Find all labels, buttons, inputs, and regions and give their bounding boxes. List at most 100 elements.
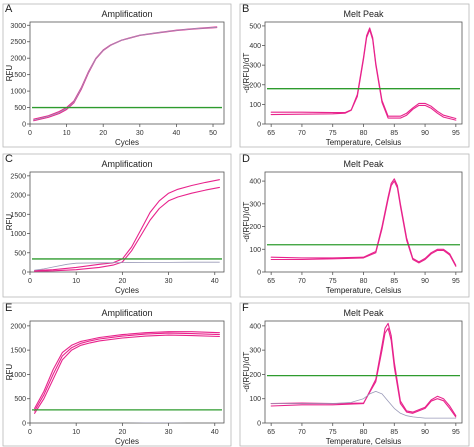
x-tick-label: 70 — [298, 429, 306, 436]
x-tick-label: 50 — [209, 130, 217, 137]
x-axis-label: Temperature, Celsius — [326, 286, 402, 295]
x-tick-label: 80 — [360, 429, 368, 436]
series-line-2 — [270, 27, 457, 120]
x-tick-label: 75 — [329, 278, 337, 285]
y-tick-label: 300 — [249, 201, 261, 208]
y-tick-label: 0 — [22, 270, 26, 277]
plot-marks — [32, 331, 222, 423]
x-tick-label: 80 — [360, 278, 368, 285]
y-tick-label: 0 — [257, 122, 261, 129]
y-tick-label: 1000 — [10, 372, 26, 379]
plot-area — [29, 171, 225, 273]
y-tick-label: 300 — [249, 348, 261, 355]
x-tick-label: 20 — [99, 130, 107, 137]
y-axis-label: RFU — [5, 65, 14, 82]
x-tick-label: 95 — [452, 278, 460, 285]
y-tick-label: 200 — [249, 372, 261, 379]
x-tick-label: 30 — [165, 429, 173, 436]
panel-label: A — [5, 3, 13, 15]
y-tick-label: 1500 — [10, 348, 26, 355]
y-tick-label: 400 — [249, 179, 261, 186]
chart-title: Amplification — [101, 308, 152, 318]
x-tick-label: 40 — [173, 130, 181, 137]
x-tick-label: 30 — [136, 130, 144, 137]
x-tick-label: 80 — [360, 130, 368, 137]
plot-area — [264, 320, 463, 424]
y-tick-label: 3000 — [10, 23, 26, 30]
y-axis-label: -d(RFU)/dT — [242, 352, 251, 393]
panel-c: C Amplification 0 10 20 30 40 0 500 1000 1500 2000 2… — [2, 153, 232, 298]
x-tick-label: 75 — [329, 130, 337, 137]
x-tick-label: 65 — [267, 429, 275, 436]
panel-label: C — [5, 153, 13, 165]
y-tick-label: 200 — [249, 224, 261, 231]
y-axis-label: RFU — [5, 364, 14, 381]
x-axis-label: Cycles — [115, 437, 139, 446]
plot-marks — [267, 322, 460, 419]
series-line-2 — [270, 180, 457, 267]
x-tick-label: 70 — [298, 278, 306, 285]
y-tick-label: 500 — [249, 23, 261, 30]
x-tick-label: 90 — [421, 278, 429, 285]
y-tick-label: 0 — [22, 421, 26, 428]
x-tick-label: 0 — [28, 130, 32, 137]
y-tick-label: 500 — [14, 250, 26, 257]
x-tick-label: 10 — [63, 130, 71, 137]
y-axis-label: -d(RFU)/dT — [242, 202, 251, 243]
plot-marks — [267, 27, 460, 121]
panel-d: D Melt Peak 65 70 75 80 85 90 95 0 100 200 300 400 Tem… — [239, 153, 470, 298]
plot-marks — [267, 178, 460, 267]
chart-title: Amplification — [101, 9, 152, 19]
panel-label: E — [5, 302, 12, 314]
panel-label: D — [242, 153, 250, 165]
x-tick-label: 85 — [390, 130, 398, 137]
chart-title: Melt Peak — [343, 9, 384, 19]
y-tick-label: 0 — [257, 270, 261, 277]
series-line-1 — [34, 179, 220, 272]
series-line-2 — [34, 332, 220, 412]
plot-area — [29, 320, 225, 424]
x-tick-label: 75 — [329, 429, 337, 436]
panel-b: B Melt Peak 65 70 75 80 85 90 95 0 100 200 300 400 500… — [239, 3, 470, 148]
series-line-1 — [34, 331, 220, 409]
y-tick-label: 1500 — [10, 72, 26, 79]
y-tick-label: 2000 — [10, 323, 26, 330]
y-tick-label: 100 — [249, 247, 261, 254]
y-tick-label: 1500 — [10, 212, 26, 219]
y-tick-label: 400 — [249, 323, 261, 330]
y-tick-label: 100 — [249, 396, 261, 403]
y-tick-label: 2000 — [10, 193, 26, 200]
y-axis-label: -d(RFU)/dT — [242, 53, 251, 94]
y-axis-label: RFU — [5, 214, 14, 231]
series-line-3 — [34, 334, 220, 414]
x-axis-label: Temperature, Celsius — [326, 437, 402, 446]
x-tick-label: 0 — [28, 429, 32, 436]
chart-title: Melt Peak — [343, 159, 384, 169]
y-tick-label: 400 — [249, 43, 261, 50]
x-tick-label: 20 — [118, 278, 126, 285]
x-tick-label: 70 — [298, 130, 306, 137]
x-axis-label: Cycles — [115, 286, 139, 295]
series-line-3 — [270, 391, 457, 419]
x-tick-label: 10 — [72, 278, 80, 285]
y-tick-label: 500 — [14, 105, 26, 112]
x-tick-label: 40 — [211, 278, 219, 285]
x-tick-label: 0 — [28, 278, 32, 285]
y-tick-label: 1000 — [10, 89, 26, 96]
plot-area — [29, 21, 225, 125]
panel-label: F — [242, 302, 249, 314]
y-tick-label: 1000 — [10, 231, 26, 238]
x-tick-label: 40 — [211, 429, 219, 436]
panel-f: F Melt Peak 65 70 75 80 85 90 95 0 100 200 300 400 Tem… — [239, 302, 470, 447]
y-tick-label: 200 — [249, 82, 261, 89]
x-tick-label: 20 — [118, 429, 126, 436]
x-tick-label: 95 — [452, 429, 460, 436]
x-tick-label: 85 — [390, 278, 398, 285]
series-line-2 — [34, 186, 220, 272]
y-tick-label: 0 — [22, 122, 26, 129]
y-tick-label: 2500 — [10, 39, 26, 46]
series-line-3 — [34, 261, 220, 271]
